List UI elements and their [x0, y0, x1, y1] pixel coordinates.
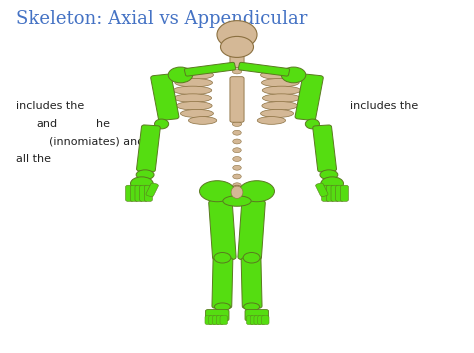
Ellipse shape: [136, 170, 154, 180]
FancyBboxPatch shape: [340, 185, 348, 201]
Ellipse shape: [320, 170, 338, 180]
FancyBboxPatch shape: [126, 185, 134, 201]
Ellipse shape: [243, 252, 260, 263]
FancyBboxPatch shape: [331, 185, 339, 201]
Ellipse shape: [232, 69, 242, 74]
Text: all the: all the: [16, 154, 51, 164]
FancyBboxPatch shape: [316, 183, 328, 197]
FancyBboxPatch shape: [216, 316, 224, 325]
Ellipse shape: [239, 181, 274, 202]
Ellipse shape: [214, 252, 231, 263]
FancyBboxPatch shape: [212, 316, 220, 325]
Ellipse shape: [230, 185, 244, 199]
Ellipse shape: [261, 71, 296, 79]
Ellipse shape: [244, 303, 260, 311]
Text: Skeleton: Axial vs Appendicular: Skeleton: Axial vs Appendicular: [16, 10, 307, 28]
Ellipse shape: [257, 116, 285, 124]
Ellipse shape: [263, 94, 300, 102]
Ellipse shape: [232, 86, 242, 91]
Ellipse shape: [220, 36, 254, 58]
Ellipse shape: [232, 95, 242, 100]
Ellipse shape: [189, 116, 217, 124]
Ellipse shape: [233, 139, 241, 144]
Text: includes the: includes the: [16, 101, 84, 111]
FancyBboxPatch shape: [135, 185, 143, 201]
FancyBboxPatch shape: [209, 316, 216, 325]
FancyBboxPatch shape: [184, 62, 236, 76]
FancyBboxPatch shape: [209, 200, 236, 260]
Ellipse shape: [261, 109, 293, 118]
Text: and: and: [36, 119, 58, 129]
Ellipse shape: [214, 303, 230, 311]
FancyBboxPatch shape: [238, 62, 290, 76]
Text: he: he: [96, 119, 109, 129]
Ellipse shape: [262, 102, 298, 110]
FancyBboxPatch shape: [140, 185, 148, 201]
FancyBboxPatch shape: [250, 316, 258, 325]
Ellipse shape: [175, 78, 212, 87]
Ellipse shape: [233, 183, 241, 188]
Ellipse shape: [262, 86, 301, 95]
FancyBboxPatch shape: [146, 183, 158, 197]
Ellipse shape: [233, 156, 241, 161]
FancyBboxPatch shape: [238, 200, 265, 260]
Ellipse shape: [232, 104, 242, 109]
FancyBboxPatch shape: [241, 258, 262, 308]
Ellipse shape: [174, 94, 211, 102]
Ellipse shape: [155, 119, 169, 129]
Ellipse shape: [176, 102, 212, 110]
Ellipse shape: [233, 174, 241, 179]
FancyBboxPatch shape: [326, 185, 334, 201]
FancyBboxPatch shape: [205, 310, 229, 321]
Text: (innomiates) and: (innomiates) and: [48, 136, 144, 146]
FancyBboxPatch shape: [295, 74, 323, 120]
Ellipse shape: [233, 148, 241, 153]
FancyBboxPatch shape: [245, 310, 269, 321]
FancyBboxPatch shape: [313, 125, 337, 172]
FancyBboxPatch shape: [145, 185, 153, 201]
Ellipse shape: [217, 21, 257, 49]
FancyBboxPatch shape: [336, 185, 344, 201]
FancyBboxPatch shape: [151, 74, 179, 120]
Ellipse shape: [181, 109, 213, 118]
Ellipse shape: [173, 86, 212, 95]
Ellipse shape: [321, 177, 344, 190]
Ellipse shape: [178, 71, 213, 79]
FancyBboxPatch shape: [230, 77, 244, 122]
FancyBboxPatch shape: [254, 316, 262, 325]
FancyBboxPatch shape: [230, 51, 244, 67]
Ellipse shape: [232, 121, 242, 126]
Ellipse shape: [130, 177, 153, 190]
FancyBboxPatch shape: [258, 316, 265, 325]
FancyBboxPatch shape: [246, 316, 254, 325]
Text: includes the: includes the: [350, 101, 419, 111]
Ellipse shape: [305, 119, 319, 129]
FancyBboxPatch shape: [205, 316, 212, 325]
Ellipse shape: [232, 113, 242, 118]
Ellipse shape: [231, 186, 243, 198]
Ellipse shape: [232, 78, 242, 83]
FancyBboxPatch shape: [137, 125, 160, 172]
Ellipse shape: [233, 165, 241, 170]
Ellipse shape: [200, 181, 235, 202]
Ellipse shape: [262, 78, 299, 87]
FancyBboxPatch shape: [321, 185, 329, 201]
FancyBboxPatch shape: [220, 316, 228, 325]
FancyBboxPatch shape: [262, 316, 269, 325]
Ellipse shape: [281, 67, 306, 83]
FancyBboxPatch shape: [212, 258, 233, 308]
Ellipse shape: [168, 67, 193, 83]
FancyBboxPatch shape: [130, 185, 138, 201]
Ellipse shape: [233, 130, 241, 135]
Ellipse shape: [223, 196, 251, 206]
